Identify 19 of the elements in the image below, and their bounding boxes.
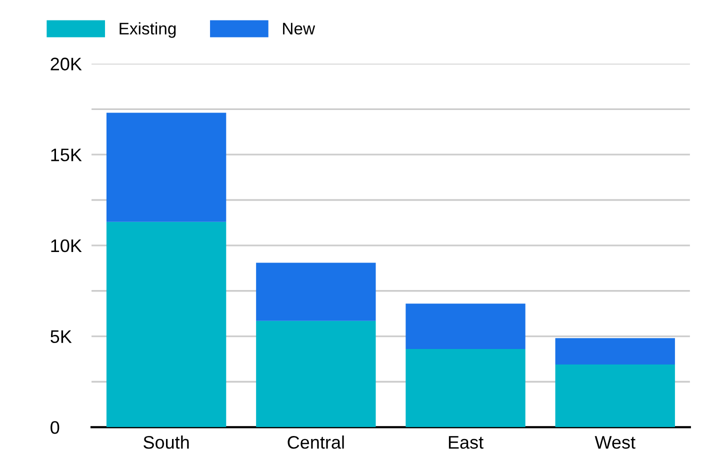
y-tick-label: 15K [51,148,82,162]
bar [106,222,226,428]
bar [555,364,675,428]
y-tick-label: 5K [50,330,72,344]
y-tick-label: 0 [50,421,60,434]
bar [256,320,376,428]
x-tick-label: West [594,436,636,449]
x-tick-label: Central [288,435,344,449]
legend-label: New [283,22,316,35]
x-tick-label: East [448,436,484,449]
bar [406,349,526,428]
y-tick-label: 10K [51,239,82,252]
bar [555,338,675,364]
legend-label: Existing [120,22,176,38]
y-tick-label: 20K [50,58,82,70]
bar [106,112,226,222]
x-tick-label: South [144,435,189,449]
bar [256,262,376,321]
bar [406,304,526,350]
